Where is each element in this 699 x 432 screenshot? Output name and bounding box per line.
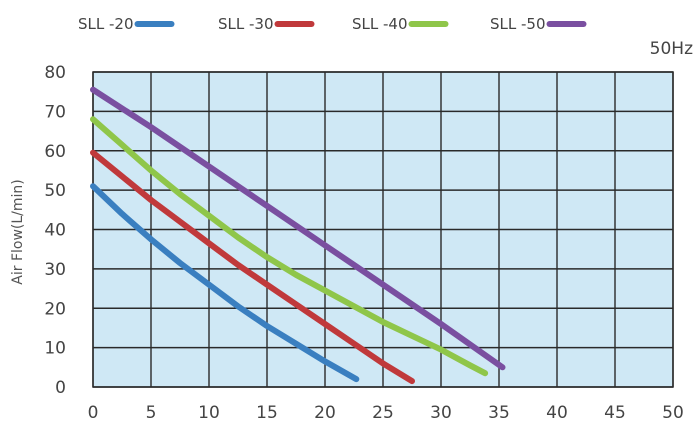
- y-tick-label: 80: [44, 63, 66, 83]
- y-tick-label: 50: [44, 181, 66, 201]
- legend-label: SLL -40: [352, 15, 408, 33]
- series-lines: [90, 86, 506, 385]
- y-axis-label: Air Flow(L/min): [10, 179, 26, 284]
- series-line: [90, 116, 489, 377]
- series-line: [90, 149, 415, 385]
- x-tick-label: 20: [314, 403, 336, 423]
- y-tick-label: 30: [44, 260, 66, 280]
- x-tick-label: 0: [88, 403, 99, 423]
- legend-label: SLL -50: [490, 15, 546, 33]
- x-axis-ticks: 0 5 10 15 20 25 30 35 40 45 50: [88, 403, 684, 423]
- grid-lines: [92, 71, 674, 388]
- x-tick-label: 35: [488, 403, 510, 423]
- x-tick-label: 25: [372, 403, 394, 423]
- x-tick-label: 40: [546, 403, 568, 423]
- x-tick-label: 50: [662, 403, 684, 423]
- legend: SLL -20 SLL -30 SLL -40 SLL -50: [78, 15, 587, 33]
- x-tick-label: 5: [146, 403, 157, 423]
- y-tick-label: 70: [44, 102, 66, 122]
- y-tick-label: 40: [44, 221, 66, 241]
- legend-label: SLL -30: [218, 15, 274, 33]
- x-tick-label: 10: [198, 403, 220, 423]
- series-line: [90, 86, 506, 371]
- y-tick-label: 20: [44, 299, 66, 319]
- y-tick-label: 10: [44, 339, 66, 359]
- y-tick-label: 60: [44, 142, 66, 162]
- frequency-annotation: 50Hz: [650, 39, 693, 59]
- y-axis-ticks: 0 10 20 30 40 50 60 70 80: [44, 63, 66, 398]
- x-tick-label: 45: [604, 403, 626, 423]
- x-tick-label: 15: [256, 403, 278, 423]
- series-line: [90, 183, 360, 383]
- y-tick-label: 0: [55, 378, 66, 398]
- legend-label: SLL -20: [78, 15, 134, 33]
- x-tick-label: 30: [430, 403, 452, 423]
